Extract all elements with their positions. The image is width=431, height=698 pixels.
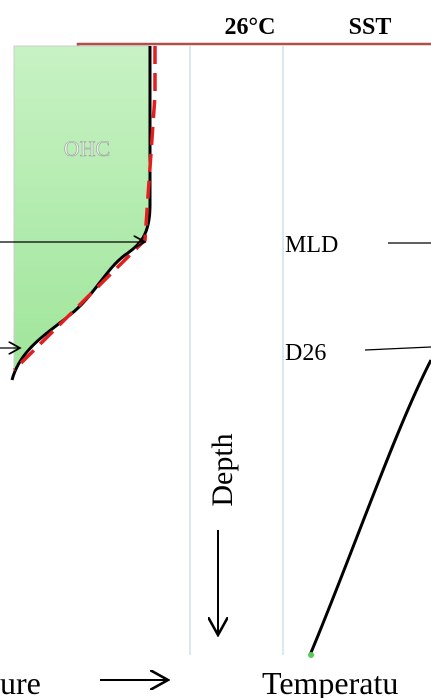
profile-end xyxy=(308,652,314,658)
d26-line xyxy=(364,346,431,351)
depth-label: Depth xyxy=(206,433,239,506)
isotherm-label: 26°C xyxy=(225,14,276,40)
sst-label: SST xyxy=(349,14,392,40)
temperature-profile-2 xyxy=(308,359,431,656)
ohc-label: OHC xyxy=(64,136,110,161)
d26-label: D26 xyxy=(285,340,326,366)
mld-label: MLD xyxy=(285,232,338,258)
ohc-area xyxy=(13,45,151,376)
temperature-label-left: ure xyxy=(0,665,41,698)
approx-profile xyxy=(12,46,157,372)
temperature-label-right: Temperatu xyxy=(262,665,398,698)
